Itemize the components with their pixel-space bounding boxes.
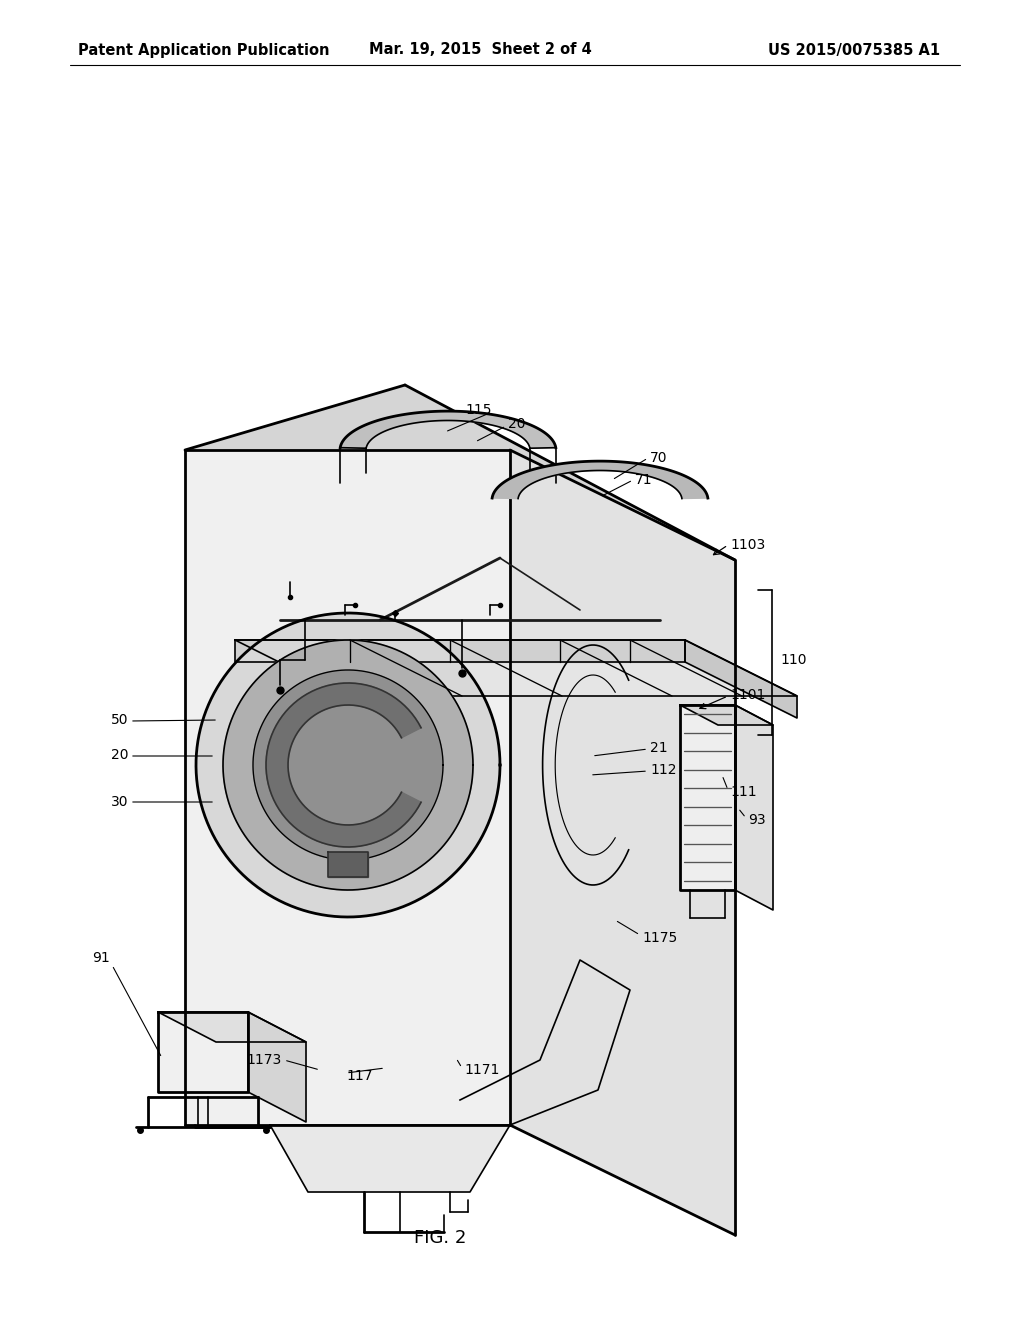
Polygon shape	[223, 640, 473, 890]
Text: 50: 50	[111, 713, 128, 727]
Text: 110: 110	[780, 653, 807, 667]
Polygon shape	[735, 705, 773, 909]
Polygon shape	[234, 640, 797, 696]
Text: 1171: 1171	[464, 1063, 500, 1077]
Polygon shape	[270, 1125, 510, 1192]
Text: 20: 20	[111, 748, 128, 762]
Text: US 2015/0075385 A1: US 2015/0075385 A1	[768, 42, 940, 58]
Polygon shape	[196, 612, 500, 917]
Polygon shape	[328, 851, 368, 876]
Polygon shape	[685, 640, 797, 718]
Text: 117: 117	[346, 1069, 373, 1082]
Polygon shape	[510, 450, 735, 1236]
Polygon shape	[185, 385, 735, 560]
Text: 112: 112	[650, 763, 677, 777]
Text: 70: 70	[650, 451, 668, 465]
Text: 30: 30	[111, 795, 128, 809]
Polygon shape	[158, 1012, 248, 1092]
Text: 111: 111	[730, 785, 757, 799]
Text: 93: 93	[748, 813, 766, 828]
Polygon shape	[158, 1012, 306, 1041]
Text: 1103: 1103	[730, 539, 765, 552]
Polygon shape	[340, 411, 556, 449]
Polygon shape	[493, 461, 708, 499]
Polygon shape	[253, 671, 443, 861]
Text: FIG. 2: FIG. 2	[414, 1229, 466, 1247]
Polygon shape	[266, 682, 421, 847]
Polygon shape	[248, 1012, 306, 1122]
Text: Mar. 19, 2015  Sheet 2 of 4: Mar. 19, 2015 Sheet 2 of 4	[369, 42, 592, 58]
Text: 1101: 1101	[730, 688, 765, 702]
Text: 1175: 1175	[642, 931, 677, 945]
Text: 71: 71	[635, 473, 652, 487]
Text: 20: 20	[508, 417, 525, 432]
Text: 115: 115	[466, 403, 492, 417]
Text: Patent Application Publication: Patent Application Publication	[78, 42, 330, 58]
Text: 1173: 1173	[247, 1053, 282, 1067]
Polygon shape	[185, 450, 510, 1125]
Text: 91: 91	[92, 950, 110, 965]
Polygon shape	[234, 640, 685, 663]
Text: 21: 21	[650, 741, 668, 755]
Polygon shape	[680, 705, 735, 890]
Polygon shape	[680, 705, 773, 725]
